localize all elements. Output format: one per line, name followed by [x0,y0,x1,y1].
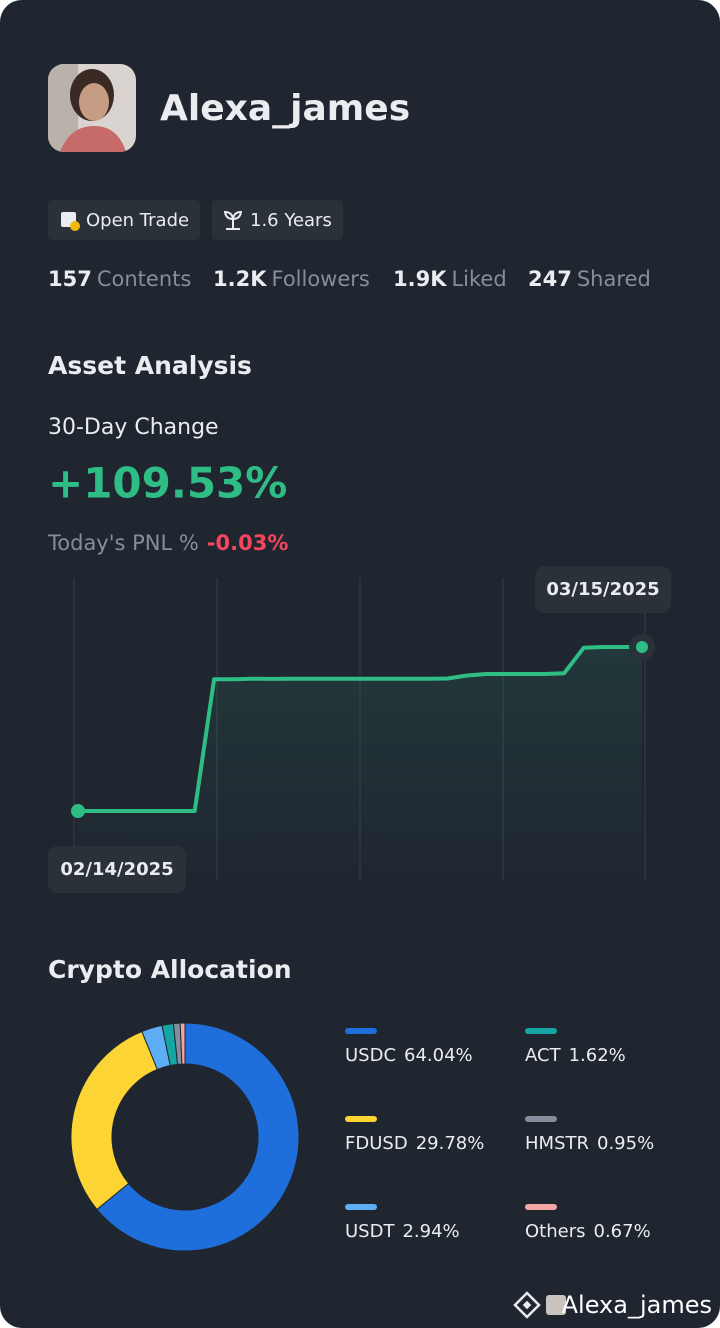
legend-entry: Others 0.67% [525,1221,651,1242]
legend-swatch [345,1116,377,1122]
legend-name: ACT [525,1045,562,1066]
donut-chart: USDC 64.04% FDUSD 29.78% USDT 2.94% ACT 1.62% HM… [70,1022,654,1252]
legend-value: 0.95% [597,1133,654,1154]
avatar [48,64,136,152]
legend-name: HMSTR [525,1133,589,1154]
line-area [78,647,642,880]
legend-swatch [525,1028,557,1034]
end-date: 03/15/2025 [546,579,659,600]
start-point [71,804,85,818]
legend-value: 0.67% [594,1221,651,1242]
legend-swatch [525,1204,557,1210]
legend-entry: HMSTR 0.95% [525,1133,654,1154]
stat-value: 247 [528,267,572,291]
legend-entry: FDUSD 29.78% [345,1133,484,1154]
donut-slice [179,1022,186,1065]
stat-value: 1.2K [213,267,267,291]
legend-value: 29.78% [416,1133,485,1154]
badge-text: 1.6 Years [250,210,332,231]
badge-icon [223,210,243,230]
donut-slice [96,1022,300,1252]
section-title: Asset Analysis [48,351,252,380]
stat-label: Contents [97,267,191,291]
legend-name: FDUSD [345,1133,408,1154]
badge-bg [48,200,200,240]
legend-entry: ACT 1.62% [525,1045,626,1066]
stat: 1.2K Followers [213,267,370,291]
badge-bg [212,200,343,240]
legend-value: 64.04% [404,1045,473,1066]
start-date: 02/14/2025 [60,859,173,880]
legend-value: 2.94% [402,1221,459,1242]
change-label: 30-Day Change [48,415,219,440]
stat-value: 157 [48,267,92,291]
badge-text: Open Trade [86,210,189,231]
stat-value: 1.9K [393,267,447,291]
pnl-label: Today's PNL % [47,531,199,555]
end-point [636,641,648,653]
footer-name: Alexa_james [562,1291,712,1319]
pnl: Today's PNL % -0.03% [47,531,288,555]
change-value: +109.53% [48,459,287,508]
legend-entry: USDC 64.04% [345,1045,473,1066]
legend-swatch [345,1204,377,1210]
legend-name: Others [525,1221,586,1242]
tooltip-bg [48,846,186,893]
legend-name: USDC [345,1045,396,1066]
legend-name: USDT [345,1221,395,1242]
tooltip-bg [535,566,671,613]
legend-swatch [345,1028,377,1034]
legend-entry: USDT 2.94% [345,1221,460,1242]
stat-label: Shared [577,267,651,291]
footer-logo [513,1291,566,1319]
pnl-value: -0.03% [207,531,289,555]
user-name: Alexa_james [160,88,410,129]
stat-label: Followers [271,267,369,291]
legend-swatch [525,1116,557,1122]
line [78,645,642,813]
stat-label: Liked [451,267,506,291]
stat: 1.9K Liked [393,267,507,291]
badge-icon-dot [70,221,80,231]
stat: 157 Contents [48,267,191,291]
legend-value: 1.62% [569,1045,626,1066]
line-chart [71,634,655,880]
section-title: Crypto Allocation [48,955,292,984]
stat: 247 Shared [528,267,651,291]
